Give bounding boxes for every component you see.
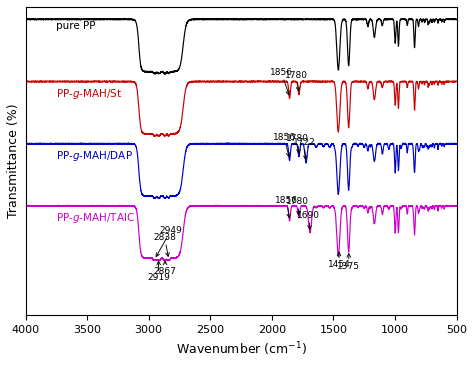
- Text: 1856: 1856: [275, 196, 298, 218]
- Text: 1722: 1722: [292, 138, 315, 160]
- Text: 1375: 1375: [337, 254, 360, 270]
- Text: PP-$g$-MAH/TAIC: PP-$g$-MAH/TAIC: [56, 211, 136, 225]
- Text: 2867: 2867: [154, 261, 176, 276]
- Text: PP-$g$-MAH/St: PP-$g$-MAH/St: [56, 87, 123, 100]
- Text: 2949: 2949: [156, 226, 182, 257]
- Text: PP-$g$-MAH/DAP: PP-$g$-MAH/DAP: [56, 149, 133, 163]
- Text: 1856: 1856: [270, 68, 293, 95]
- Text: 2838: 2838: [153, 233, 176, 256]
- Text: 1780: 1780: [286, 197, 309, 215]
- Text: 1690: 1690: [297, 211, 320, 229]
- Y-axis label: Transmittance (%): Transmittance (%): [7, 104, 20, 218]
- Text: 2919: 2919: [147, 261, 170, 283]
- Text: 1454: 1454: [328, 252, 350, 269]
- Text: 1780: 1780: [285, 70, 308, 91]
- Text: pure PP: pure PP: [56, 21, 96, 31]
- Text: 1780: 1780: [286, 134, 309, 153]
- X-axis label: Wavenumber (cm$^{-1}$): Wavenumber (cm$^{-1}$): [175, 341, 307, 358]
- Text: 1856: 1856: [273, 132, 296, 157]
